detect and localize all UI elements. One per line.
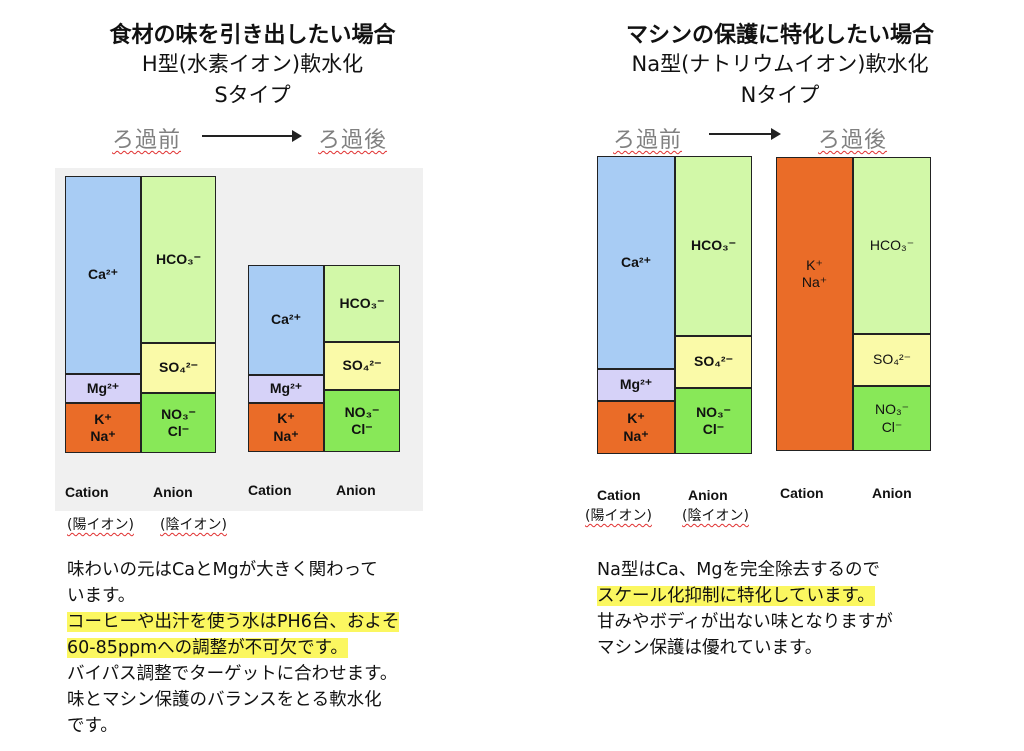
left-arrow [202, 130, 302, 142]
left-before-mg-segment: Mg²⁺ [65, 374, 141, 403]
right-type-line: Na型(ナトリウムイオン)軟水化 [631, 52, 929, 76]
right-after-anion-column: HCO₃⁻ SO₄²⁻ NO₃⁻ Cl⁻ [853, 157, 931, 451]
left-text-line5: です。 [67, 716, 118, 736]
right-before-anion-column: HCO₃⁻ SO₄²⁻ NO₃⁻ Cl⁻ [675, 156, 752, 454]
left-after-hco3-segment: HCO₃⁻ [324, 265, 400, 342]
left-text-line1: 味わいの元はCaとMgが大きく関わって [67, 560, 378, 580]
right-before-hco3-segment: HCO₃⁻ [675, 156, 752, 336]
left-title: 食材の味を引き出したい場合 [109, 23, 396, 48]
left-before-anion-label: Anion [153, 484, 193, 500]
right-before-mg-segment: Mg²⁺ [597, 369, 675, 401]
left-text-line3: バイパス調整でターゲットに合わせます。 [67, 664, 398, 684]
left-after-anion-column: HCO₃⁻ SO₄²⁻ NO₃⁻ Cl⁻ [324, 265, 400, 452]
right-before-anion-label: Anion [688, 487, 728, 503]
right-after-hco3-segment: HCO₃⁻ [853, 157, 931, 334]
left-highlight-line2: 60-85ppmへの調整が不可欠です。 [67, 638, 348, 658]
right-after-cation-label: Cation [780, 485, 824, 501]
right-before-kna-segment: K⁺ Na⁺ [597, 401, 675, 454]
left-after-label: ろ過後 [318, 128, 388, 153]
left-cation-jp-label: (陽イオン) [67, 517, 134, 533]
left-anion-jp-label: (陰イオン) [160, 517, 227, 533]
right-after-label: ろ過後 [818, 128, 888, 153]
left-type-code: Sタイプ [214, 83, 291, 107]
right-cation-jp-label: (陽イオン) [585, 508, 652, 524]
left-before-cation-label: Cation [65, 484, 109, 500]
right-after-cation-column: K⁺ Na⁺ [776, 157, 853, 451]
right-description: Na型はCa、Mgを完全除去するので スケール化抑制に特化しています。 甘みやボ… [597, 557, 893, 661]
left-text-line2: います。 [67, 586, 136, 606]
right-after-so4-segment: SO₄²⁻ [853, 334, 931, 386]
right-after-kna-segment: K⁺ Na⁺ [776, 157, 853, 451]
right-text-line3: マシン保護は優れています。 [597, 638, 823, 658]
left-before-ca-segment: Ca²⁺ [65, 176, 141, 374]
left-type-line: H型(水素イオン)軟水化 [141, 52, 364, 76]
right-before-cation-label: Cation [597, 487, 641, 503]
right-after-anion-label: Anion [872, 485, 912, 501]
right-before-no3cl-segment: NO₃⁻ Cl⁻ [675, 388, 752, 454]
left-before-kna-segment: K⁺ Na⁺ [65, 403, 141, 453]
left-before-anion-column: HCO₃⁻ SO₄²⁻ NO₃⁻ Cl⁻ [141, 176, 216, 453]
left-after-ca-segment: Ca²⁺ [248, 265, 324, 375]
left-text-line4: 味とマシン保護のバランスをとる軟水化 [67, 690, 382, 710]
right-before-label: ろ過前 [613, 128, 683, 153]
left-after-so4-segment: SO₄²⁻ [324, 342, 400, 390]
left-before-no3cl-segment: NO₃⁻ Cl⁻ [141, 393, 216, 453]
right-before-cation-column: Ca²⁺ Mg²⁺ K⁺ Na⁺ [597, 156, 675, 454]
right-before-so4-segment: SO₄²⁻ [675, 336, 752, 388]
left-after-anion-label: Anion [336, 482, 376, 498]
right-before-ca-segment: Ca²⁺ [597, 156, 675, 369]
right-text-line1: Na型はCa、Mgを完全除去するので [597, 560, 880, 580]
left-highlight-line1: コーヒーや出汁を使う水はPH6台、およそ [67, 612, 400, 632]
left-before-label: ろ過前 [112, 128, 182, 153]
right-text-line2: 甘みやボディが出ない味となりますが [597, 612, 893, 632]
left-after-no3cl-segment: NO₃⁻ Cl⁻ [324, 390, 400, 452]
right-arrow [709, 128, 781, 140]
left-description: 味わいの元はCaとMgが大きく関わって います。 コーヒーや出汁を使う水はPH6… [67, 557, 400, 739]
left-before-cation-column: Ca²⁺ Mg²⁺ K⁺ Na⁺ [65, 176, 141, 453]
right-highlight-line1: スケール化抑制に特化しています。 [597, 586, 875, 606]
right-anion-jp-label: (陰イオン) [682, 508, 749, 524]
right-after-no3cl-segment: NO₃⁻ Cl⁻ [853, 386, 931, 451]
left-after-cation-label: Cation [248, 482, 292, 498]
left-before-so4-segment: SO₄²⁻ [141, 343, 216, 393]
left-after-mg-segment: Mg²⁺ [248, 375, 324, 403]
left-before-hco3-segment: HCO₃⁻ [141, 176, 216, 343]
left-after-kna-segment: K⁺ Na⁺ [248, 403, 324, 452]
right-title: マシンの保護に特化したい場合 [625, 23, 934, 48]
right-type-code: Nタイプ [740, 83, 820, 107]
left-after-cation-column: Ca²⁺ Mg²⁺ K⁺ Na⁺ [248, 265, 324, 452]
